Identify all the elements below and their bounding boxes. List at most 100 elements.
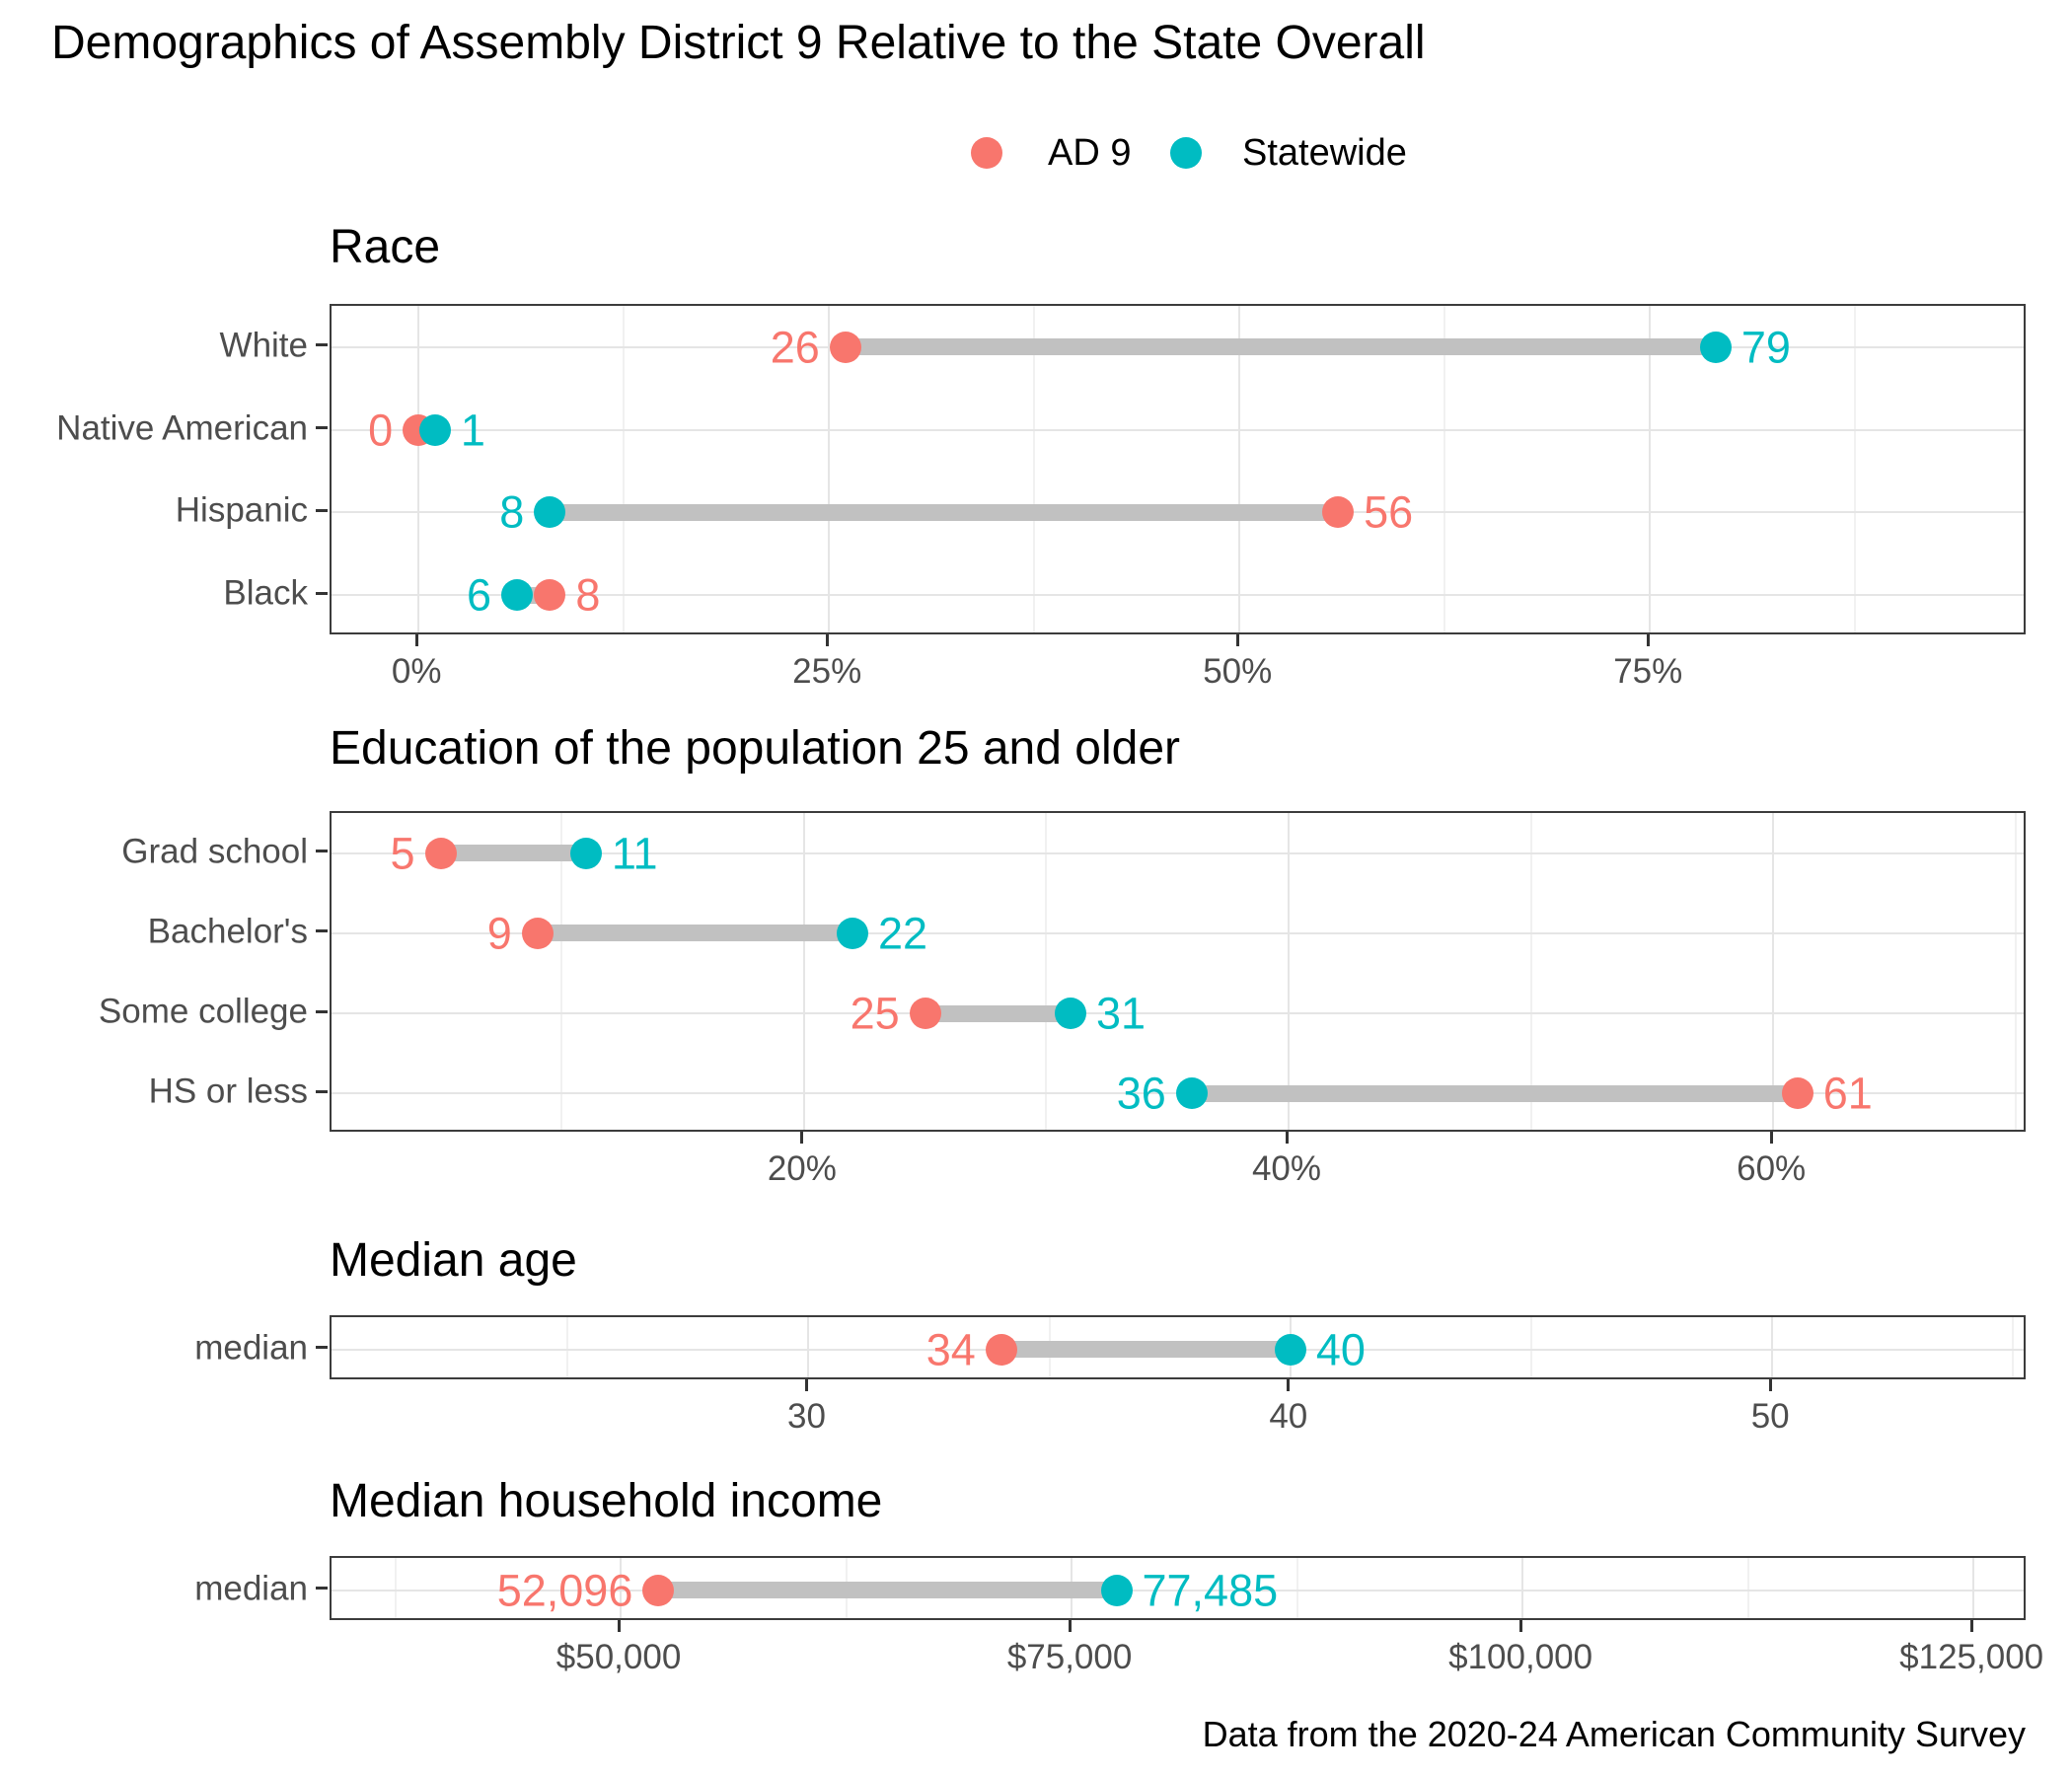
y-axis-label: Hispanic <box>175 490 308 530</box>
gridline-major <box>620 1558 623 1618</box>
gridline-major <box>417 306 420 632</box>
y-axis-label: Bachelor's <box>147 912 308 951</box>
dot-statewide <box>1054 998 1086 1030</box>
value-label-statewide: 8 <box>499 486 525 538</box>
gridline-major <box>1238 306 1241 632</box>
gridline-row <box>332 594 2024 597</box>
y-axis-label: White <box>219 326 308 365</box>
plot-area-median-age: 34 40 <box>330 1315 2026 1379</box>
x-tick-label: 0% <box>391 652 442 691</box>
y-axis-tick <box>316 343 328 347</box>
dumbbell-segment <box>1191 1084 1798 1102</box>
legend-swatch-ad9 <box>971 137 1002 169</box>
dot-statewide <box>569 837 602 869</box>
gridline-minor <box>1529 813 1532 1130</box>
x-axis-tick <box>414 634 418 646</box>
gridline-minor <box>2012 1317 2015 1377</box>
y-axis-tick <box>316 1346 328 1349</box>
dot-ad9 <box>1781 1077 1813 1110</box>
value-label-ad9: 52,096 <box>496 1565 633 1615</box>
x-tick-label: 50% <box>1203 652 1273 691</box>
dumbbell-segment <box>440 845 586 862</box>
x-tick-label: 60% <box>1737 1149 1807 1188</box>
dot-ad9 <box>985 1333 1017 1366</box>
panel-title-race: Race <box>330 221 441 273</box>
gridline-minor <box>623 306 626 632</box>
gridline-minor <box>1295 1558 1298 1618</box>
gridline-minor <box>566 1317 569 1377</box>
x-tick-label: $100,000 <box>1448 1638 1593 1676</box>
gridline-major <box>1771 1317 1774 1377</box>
value-label-statewide: 1 <box>460 405 485 456</box>
dumbbell-segment <box>658 1582 1117 1598</box>
x-tick-label: $75,000 <box>1006 1638 1133 1676</box>
x-axis-tick <box>1518 1620 1522 1632</box>
gridline-major <box>1288 813 1290 1130</box>
gridline-minor <box>1746 1558 1749 1618</box>
plot-area-median-household-income: 52,096 77,485 <box>330 1556 2026 1620</box>
dot-statewide <box>534 496 566 529</box>
plot-area-race: 26 79 0 1 8 56 6 8 <box>330 304 2026 634</box>
dumbbell-segment <box>845 338 1716 356</box>
caption: Data from the 2020-24 American Community… <box>1202 1714 2026 1754</box>
y-axis-label: Grad school <box>121 832 308 871</box>
panel-title-median-age: Median age <box>330 1234 577 1287</box>
gridline-major <box>828 306 831 632</box>
dumbbell-segment <box>550 503 1339 521</box>
dumbbell-segment <box>537 925 852 942</box>
gridline-minor <box>2014 813 2017 1130</box>
dot-ad9 <box>909 998 941 1030</box>
y-axis-tick <box>316 1089 328 1093</box>
y-axis-tick <box>316 508 328 512</box>
value-label-statewide: 22 <box>877 908 928 959</box>
y-axis-tick <box>316 591 328 595</box>
gridline-row <box>332 1589 2024 1591</box>
x-axis-tick <box>1646 634 1650 646</box>
y-axis-tick <box>316 426 328 430</box>
dot-ad9 <box>1322 496 1355 529</box>
gridline-major <box>1972 1558 1975 1618</box>
x-tick-label: $50,000 <box>555 1638 682 1676</box>
y-axis-label: median <box>194 1569 308 1607</box>
y-axis-label: median <box>194 1328 308 1367</box>
gridline-row <box>332 931 2024 934</box>
x-tick-label: 40% <box>1251 1149 1322 1188</box>
plot-title: Demographics of Assembly District 9 Rela… <box>51 17 1426 69</box>
legend-label-statewide: Statewide <box>1242 132 1407 174</box>
dumbbell-segment <box>925 1004 1071 1022</box>
gridline-major <box>802 813 805 1130</box>
gridline-row <box>332 851 2024 854</box>
gridline-major <box>1649 306 1652 632</box>
dot-ad9 <box>521 917 554 949</box>
value-label-statewide: 77,485 <box>1142 1565 1279 1615</box>
gridline-row <box>332 1012 2024 1015</box>
gridline-minor <box>1033 306 1036 632</box>
gridline-minor <box>1045 813 1048 1130</box>
dot-statewide <box>1175 1077 1208 1110</box>
panel-title-education-of-the-population-25-and-older: Education of the population 25 and older <box>330 722 1181 775</box>
gridline-minor <box>1854 306 1857 632</box>
plot-area-education-of-the-population-25-and-older: 5 11 9 22 25 31 36 61 <box>330 811 2026 1132</box>
value-label-statewide: 36 <box>1116 1068 1166 1119</box>
value-label-ad9: 61 <box>1822 1068 1873 1119</box>
dot-statewide <box>418 413 451 446</box>
dot-ad9 <box>534 579 566 612</box>
gridline-major <box>807 1317 810 1377</box>
x-tick-label: $125,000 <box>1899 1638 2044 1676</box>
x-axis-tick <box>1068 1620 1072 1632</box>
gridline-minor <box>560 813 563 1130</box>
value-label-ad9: 8 <box>575 569 601 621</box>
x-axis-tick <box>617 1620 621 1632</box>
x-tick-label: 75% <box>1613 652 1683 691</box>
dot-statewide <box>501 579 534 612</box>
legend-swatch-statewide <box>1170 137 1202 169</box>
gridline-major <box>1521 1558 1524 1618</box>
y-axis-tick <box>316 850 328 853</box>
dot-statewide <box>836 917 868 949</box>
x-tick-label: 25% <box>792 652 862 691</box>
y-axis-label: HS or less <box>148 1072 308 1111</box>
value-label-statewide: 11 <box>611 828 658 879</box>
x-tick-label: 50 <box>1750 1397 1790 1436</box>
x-tick-label: 40 <box>1269 1397 1308 1436</box>
x-axis-tick <box>1285 1132 1289 1144</box>
